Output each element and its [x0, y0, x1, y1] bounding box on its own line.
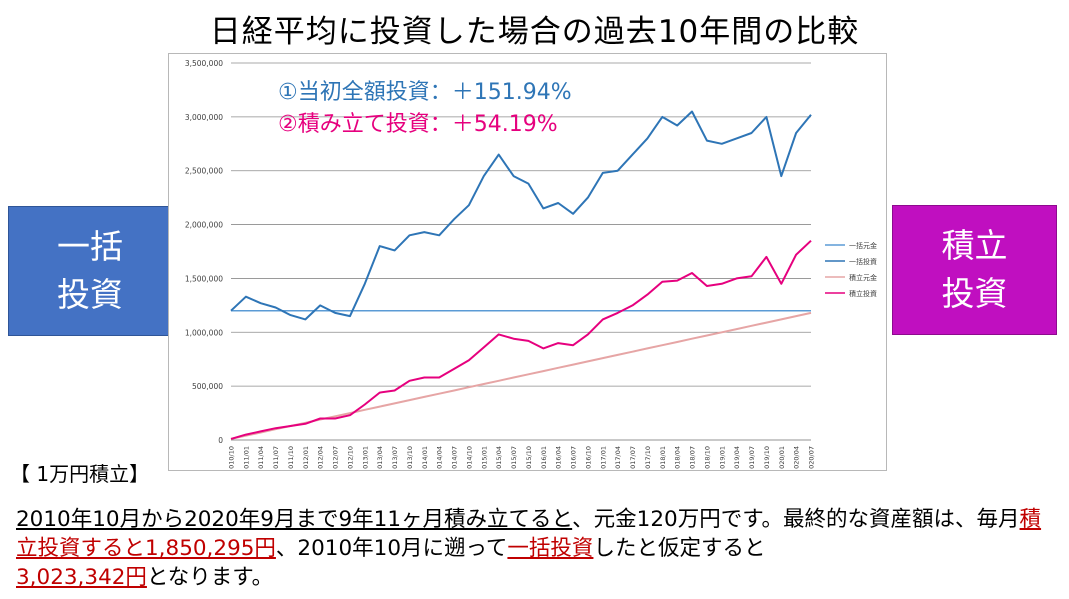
x-tick-label: 2015/07 [510, 446, 518, 469]
x-tick-label: 2019/04 [733, 446, 741, 469]
y-tick-label: 3,500,000 [185, 59, 223, 68]
return-annotation: ①当初全額投資：＋151.94% [278, 80, 572, 105]
x-tick-label: 2011/01 [242, 446, 250, 469]
x-tick-label: 2012/01 [302, 446, 310, 469]
x-tick-label: 2015/04 [495, 446, 503, 469]
x-tick-label: 2010/10 [228, 446, 236, 469]
x-tick-label: 2020/01 [778, 446, 786, 469]
series-line-2 [230, 110, 812, 321]
x-tick-label: 2018/10 [703, 446, 711, 469]
accumulation-label-box: 積立 投資 [892, 205, 1057, 335]
lump-sum-label-line2: 投資 [57, 275, 123, 314]
lump-sum-label-line1: 一括 [57, 227, 123, 266]
x-tick-label: 2013/04 [376, 446, 384, 469]
x-tick-label: 2013/10 [406, 446, 414, 469]
x-tick-label: 2011/10 [287, 446, 295, 469]
comparison-line-chart: 3,500,000 3,000,000 2,500,000 2,000,000 1,50… [185, 59, 877, 469]
x-tick-label: 2017/07 [629, 446, 637, 469]
x-tick-label: 2011/04 [257, 446, 265, 469]
x-tick-label: 2017/10 [644, 446, 652, 469]
x-tick-label: 2017/01 [599, 446, 607, 469]
legend-label: 一括元金 [849, 241, 877, 250]
legend-label: 積立投資 [849, 289, 877, 298]
series-line-4 [230, 239, 812, 440]
x-tick-label: 2014/10 [465, 446, 473, 469]
accumulation-label-line2: 投資 [941, 274, 1008, 313]
lump-sum-label-box: 一括 投資 [8, 206, 172, 336]
x-tick-label: 2018/01 [659, 446, 667, 469]
x-tick-label: 2012/07 [332, 446, 340, 469]
x-tick-label: 2016/07 [570, 446, 578, 469]
x-tick-label: 2013/01 [361, 446, 369, 469]
note-principal-text: 、元金120万円です。最終的な資産額は、毎月 [572, 507, 1020, 532]
y-tick-label: 2,000,000 [185, 221, 223, 230]
x-tick-label: 2012/10 [346, 446, 354, 469]
note-body: 2010年10月から2020年9月まで9年11ヶ月積み立てると、元金120万円で… [16, 505, 1056, 592]
x-tick-label: 2018/07 [689, 446, 697, 469]
x-tick-label: 2019/10 [763, 446, 771, 469]
x-tick-label: 2020/04 [793, 446, 801, 469]
y-tick-label: 3,000,000 [185, 113, 223, 122]
legend-label: 一括投資 [849, 257, 877, 266]
note-period-text: 2010年10月から2020年9月まで9年11ヶ月積み立てると [16, 507, 573, 532]
note-lump-sum-result: 3,023,342円 [16, 565, 147, 590]
note-ending-text: となります。 [146, 565, 274, 590]
y-tick-label: 0 [218, 436, 223, 445]
x-tick-label: 2013/07 [391, 446, 399, 469]
return-annotation: ②積み立て投資：＋54.19% [278, 112, 558, 137]
x-tick-label: 2011/07 [272, 446, 280, 469]
note-lump-sum-term: 一括投資 [507, 536, 594, 561]
legend-label: 積立元金 [849, 273, 877, 282]
x-tick-label: 2016/04 [555, 446, 563, 469]
note-heading: 【 1万円積立】 [10, 462, 150, 486]
x-tick-label: 2020/07 [808, 446, 816, 469]
x-tick-label: 2019/07 [748, 446, 756, 469]
accumulation-label-line1: 積立 [941, 226, 1008, 265]
note-assumption-text: したと仮定すると [593, 536, 766, 561]
x-tick-label: 2012/04 [317, 446, 325, 469]
x-tick-label: 2016/10 [584, 446, 592, 469]
y-tick-label: 2,500,000 [185, 167, 223, 176]
x-tick-label: 2014/07 [451, 446, 459, 469]
note-accumulation-result: 積立投資すると1,850,295円 [16, 507, 1042, 561]
x-tick-label: 2015/01 [480, 446, 488, 469]
x-tick-label: 2018/04 [674, 446, 682, 469]
x-tick-label: 2016/01 [540, 446, 548, 469]
x-tick-label: 2019/01 [718, 446, 726, 469]
page-title: 日経平均に投資した場合の過去10年間の比較 [209, 14, 860, 50]
y-tick-label: 1,000,000 [185, 328, 223, 337]
y-tick-label: 500,000 [192, 382, 223, 391]
x-tick-label: 2014/01 [421, 446, 429, 469]
note-backdate-text: 、2010年10月に遡って [275, 536, 508, 561]
x-tick-label: 2015/10 [525, 446, 533, 469]
x-tick-label: 2014/04 [436, 446, 444, 469]
y-tick-label: 1,500,000 [185, 274, 223, 283]
x-tick-label: 2017/04 [614, 446, 622, 469]
